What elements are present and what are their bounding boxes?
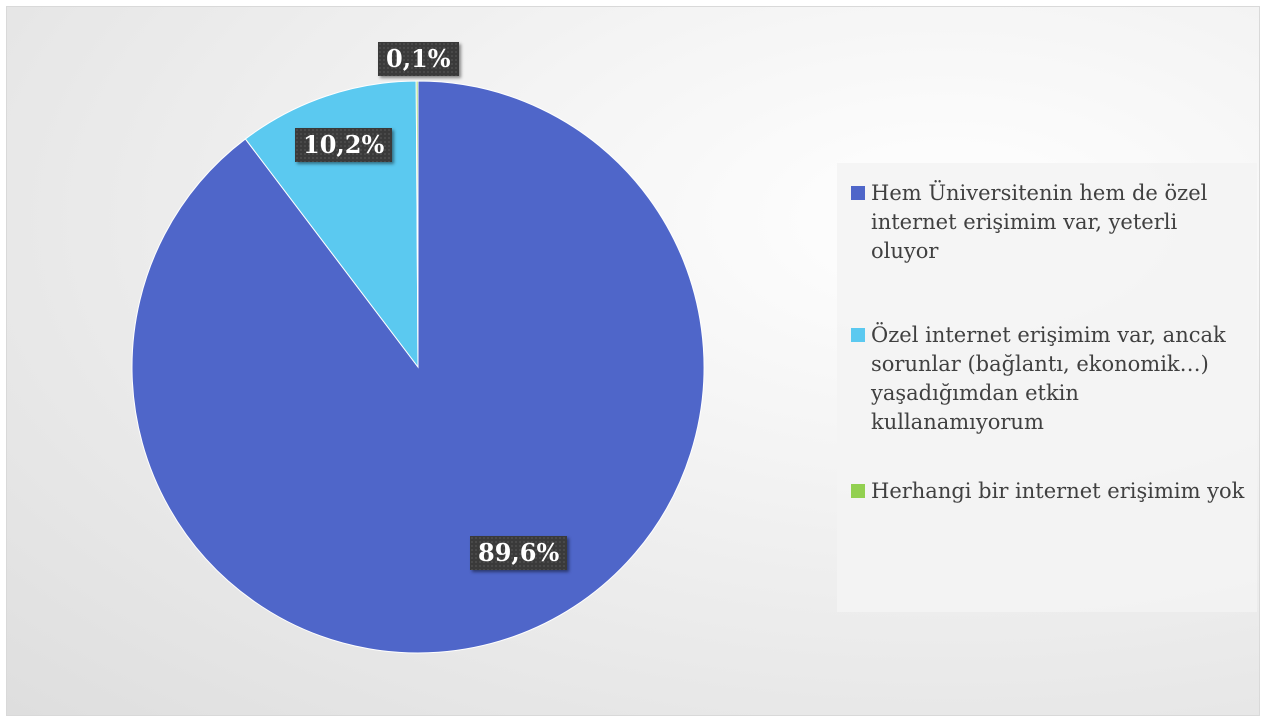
legend-swatch-3 xyxy=(851,484,865,498)
data-label-slice-2: 10,2% xyxy=(295,128,393,162)
legend-label-1: Hem Üniversitenin hem de özel internet e… xyxy=(871,181,1208,263)
data-label-slice-3: 0,1% xyxy=(378,42,459,76)
legend-item-3: Herhangi bir internet erişimim yok xyxy=(851,477,1251,506)
chart-area: 89,6% 10,2% 0,1% Hem Üniversitenin hem d… xyxy=(6,6,1260,716)
legend: Hem Üniversitenin hem de özel internet e… xyxy=(837,163,1257,612)
pie-slice-3 xyxy=(415,80,419,368)
legend-label-3: Herhangi bir internet erişimim yok xyxy=(871,479,1245,503)
legend-label-2: Özel internet erişimim var, ancak sorunl… xyxy=(871,323,1226,434)
legend-swatch-1 xyxy=(851,186,865,200)
legend-item-2: Özel internet erişimim var, ancak sorunl… xyxy=(851,321,1251,437)
data-label-slice-1: 89,6% xyxy=(470,536,568,570)
legend-swatch-2 xyxy=(851,328,865,342)
legend-item-1: Hem Üniversitenin hem de özel internet e… xyxy=(851,179,1251,266)
